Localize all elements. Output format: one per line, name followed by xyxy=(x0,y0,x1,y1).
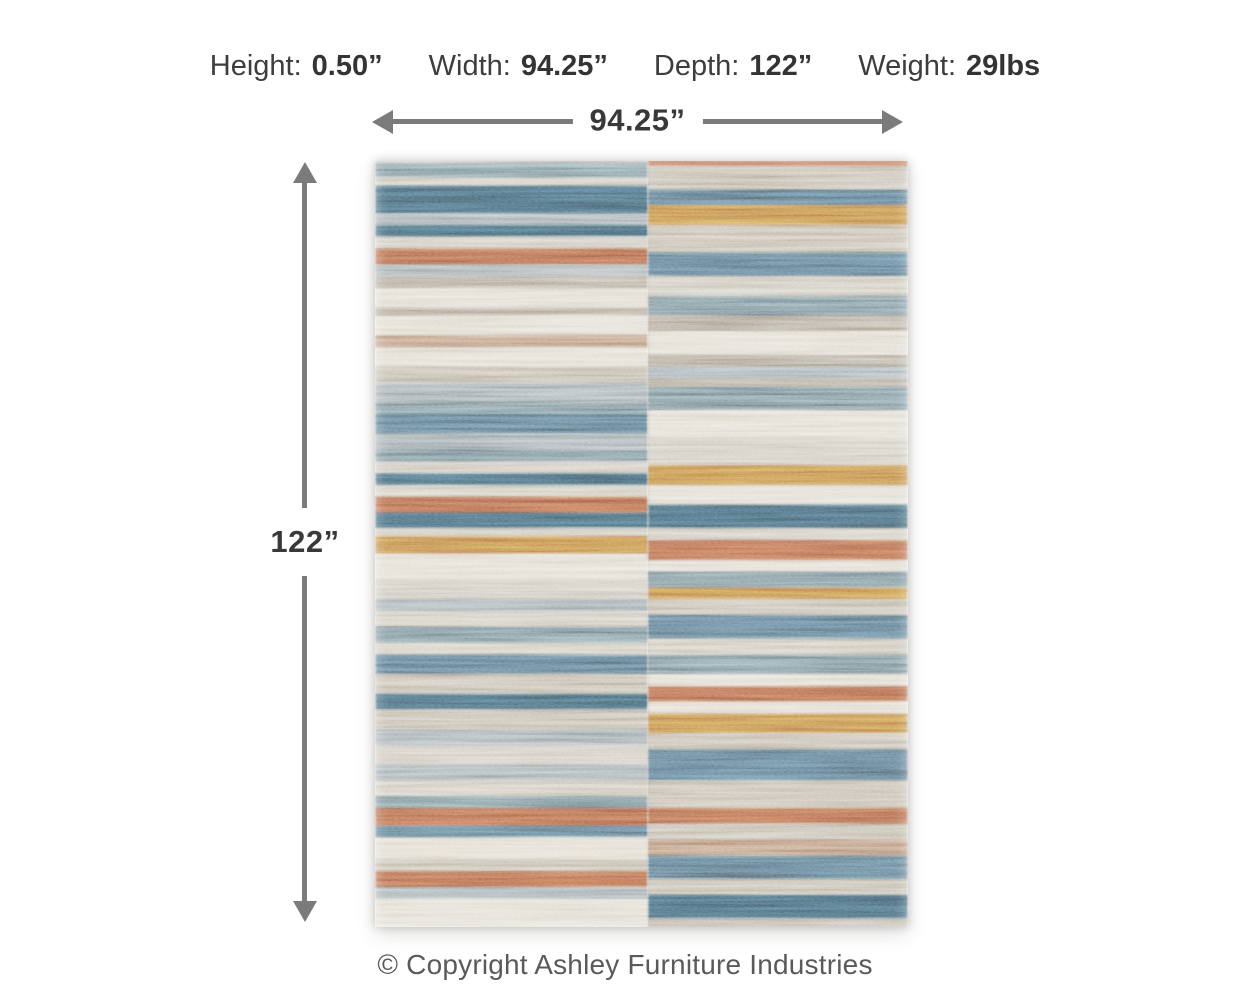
spec-bar: Height: 0.50” Width: 94.25” Depth: 122” … xyxy=(0,50,1250,83)
spec-width-value: 94.25” xyxy=(520,50,608,82)
arrow-right-icon xyxy=(882,110,903,134)
arrow-down-icon xyxy=(293,901,317,922)
width-dimension-label: 94.25” xyxy=(572,102,703,139)
spec-depth-label: Depth: xyxy=(653,50,740,82)
width-dimension-arrow: 94.25” xyxy=(372,102,903,139)
spec-height: Height: 0.50” xyxy=(210,50,383,83)
rug-right-half xyxy=(647,161,908,927)
arrow-up-icon xyxy=(293,162,317,183)
spec-width: Width: 94.25” xyxy=(429,50,608,83)
height-dimension-label: 122” xyxy=(264,508,346,576)
height-dimension-arrow: 122” xyxy=(264,162,346,922)
arrow-left-icon xyxy=(372,110,393,134)
spec-weight: Weight: 29lbs xyxy=(858,50,1040,83)
spec-width-label: Width: xyxy=(428,50,511,82)
spec-weight-value: 29lbs xyxy=(966,50,1041,82)
copyright-text: © Copyright Ashley Furniture Industries xyxy=(377,949,873,980)
rug-left-half xyxy=(375,161,648,927)
spec-depth-value: 122” xyxy=(749,50,813,82)
rug-image xyxy=(375,161,908,927)
spec-height-value: 0.50” xyxy=(311,50,383,82)
spec-weight-label: Weight: xyxy=(858,50,957,82)
spec-height-label: Height: xyxy=(209,50,302,82)
spec-depth: Depth: 122” xyxy=(654,50,812,83)
